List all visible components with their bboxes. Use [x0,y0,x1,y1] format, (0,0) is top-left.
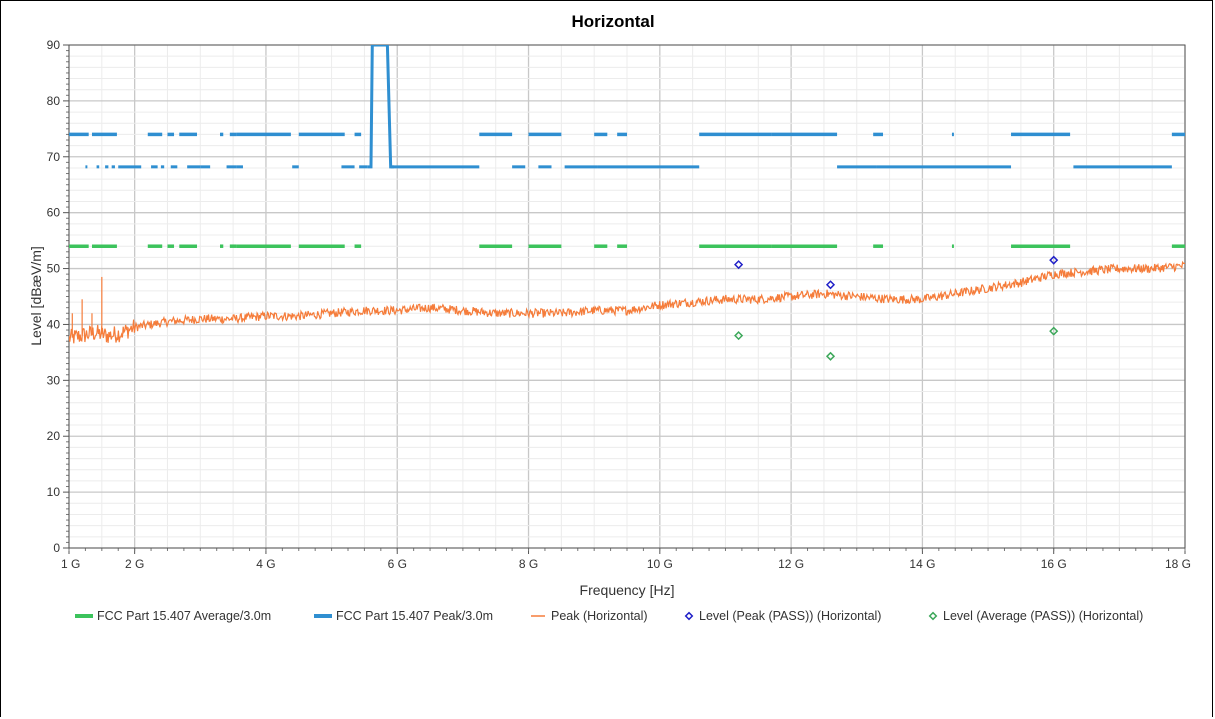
y-tick-label: 40 [47,317,61,331]
x-tick-label: 12 G [778,557,804,571]
x-tick-label: 14 G [909,557,935,571]
chart-title: Horizontal [571,12,654,31]
peak-pass-marker [1049,255,1059,265]
grid-layer [68,44,1186,549]
peak-limit-spike [367,45,394,169]
legend-label: Level (Peak (PASS)) (Horizontal) [699,609,881,623]
y-tick-label: 10 [47,485,61,499]
plot-area-border [68,44,1186,549]
legend-label: FCC Part 15.407 Average/3.0m [97,609,271,623]
y-tick-label: 60 [47,206,61,220]
y-tick-label: 30 [47,373,61,387]
tick-layer: 0 10 20 30 40 50 60 70 80 90 1 G 2 G 4 G 6 G 8 G 10 G 12… [47,38,1191,571]
y-tick-label: 80 [47,94,61,108]
x-tick-label: 16 G [1041,557,1067,571]
x-tick-label: 8 G [519,557,538,571]
y-axis-label: Level [dBæV/m] [28,246,44,346]
legend-swatch [928,611,938,621]
y-tick-label: 70 [47,150,61,164]
legend-swatch [684,611,694,621]
y-tick-label: 0 [53,541,60,555]
x-tick-label: 10 G [647,557,673,571]
x-tick-label: 6 G [388,557,407,571]
x-axis-label: Frequency [Hz] [580,582,675,598]
peak-pass-marker [825,280,836,290]
x-tick-label: 4 G [256,557,275,571]
peak-trace-line [69,260,1185,344]
y-tick-label: 50 [47,262,61,276]
y-tick-label: 90 [47,38,61,52]
legend-label: Peak (Horizontal) [551,609,648,623]
average-pass-marker [1049,326,1059,336]
x-tick-label: 2 G [125,557,144,571]
series-layer [69,45,1185,361]
average-pass-marker [825,351,836,361]
legend: FCC Part 15.407 Average/3.0m FCC Part 15.… [75,609,1143,623]
legend-label: FCC Part 15.407 Peak/3.0m [336,609,493,623]
plot-series-group [69,45,1185,361]
y-tick-label: 20 [47,429,61,443]
x-tick-label: 1 G [61,557,80,571]
legend-label: Level (Average (PASS)) (Horizontal) [943,609,1143,623]
peak-pass-marker [734,260,744,270]
x-tick-label: 18 G [1165,557,1191,571]
average-pass-marker [734,331,744,341]
